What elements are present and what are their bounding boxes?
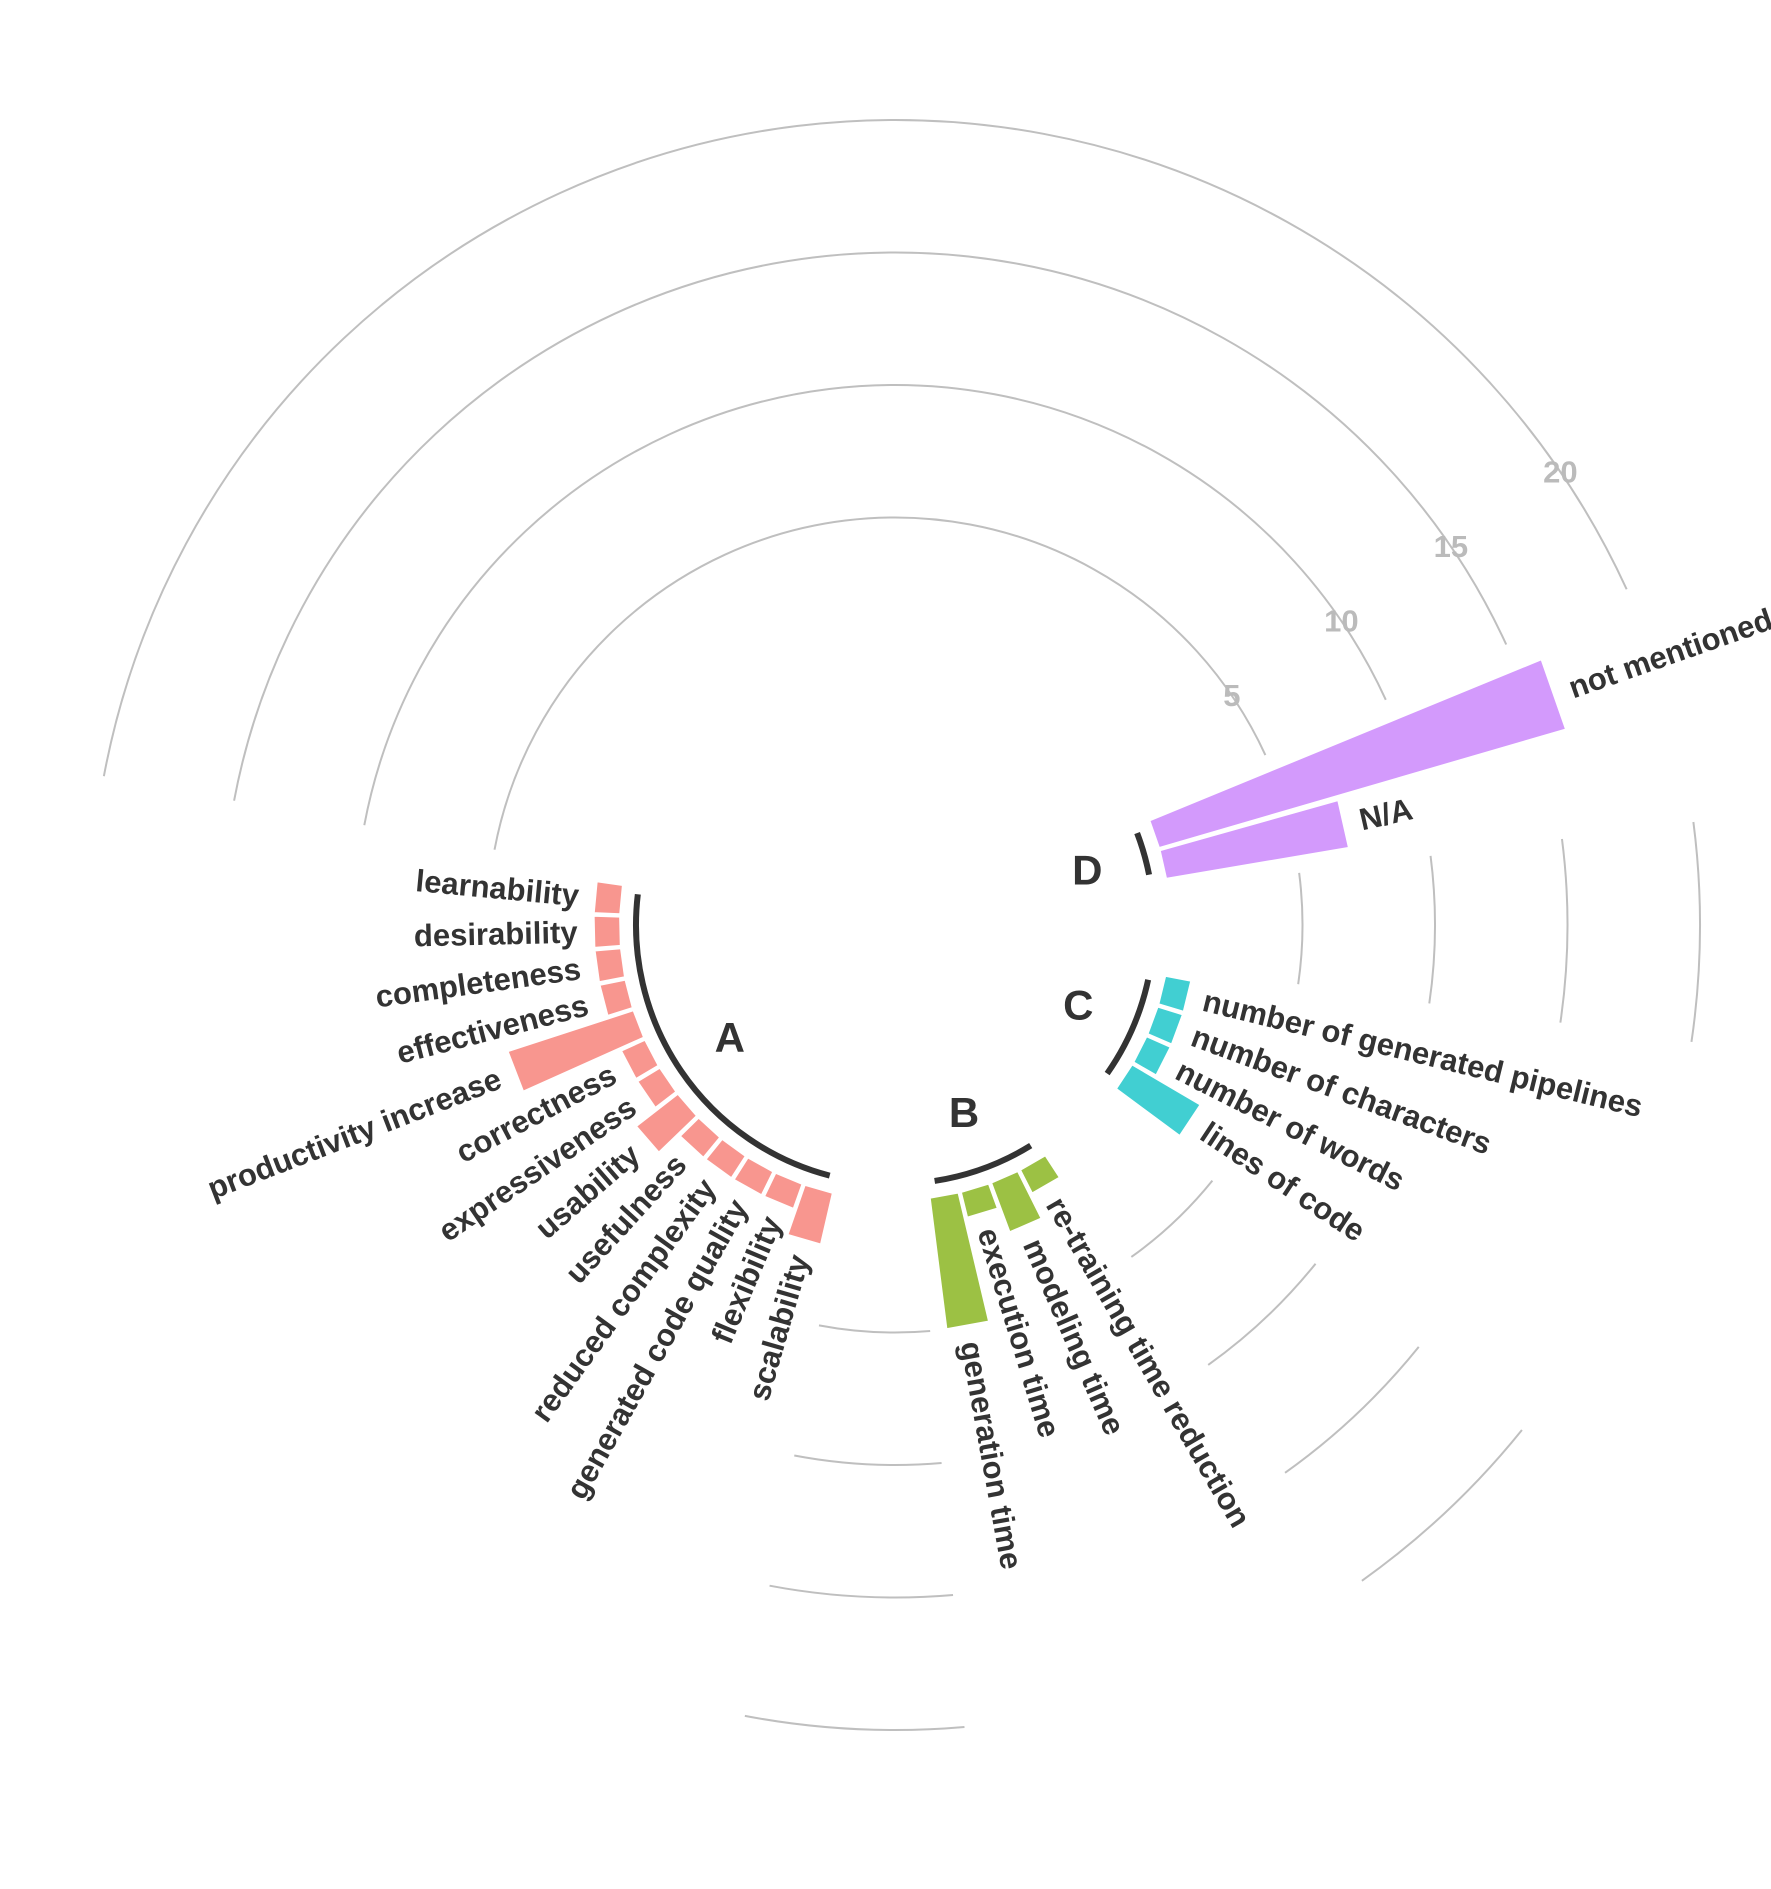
- bar: [1114, 1063, 1203, 1138]
- radial-tick-label: 15: [1434, 529, 1468, 564]
- grid-arc: [1297, 872, 1304, 985]
- group-arc: [934, 1143, 1033, 1184]
- grid-arc: [744, 1714, 965, 1731]
- grid-arc: [1559, 838, 1569, 1023]
- bar: [592, 914, 622, 949]
- grid-arc: [794, 1454, 942, 1466]
- bar: [1148, 657, 1568, 850]
- bar-label: learnability: [414, 863, 581, 913]
- grid-arc: [493, 516, 1267, 850]
- group-arc: [1104, 979, 1152, 1076]
- bar: [506, 1008, 646, 1094]
- bar-label: N/A: [1356, 791, 1416, 837]
- radial-tick-labels: 5 10 15 20: [1223, 454, 1577, 713]
- bar: [959, 1182, 1000, 1219]
- grid-arc: [1361, 1429, 1523, 1582]
- grid-arc: [233, 251, 1508, 801]
- bar: [1018, 1153, 1062, 1195]
- bar: [598, 978, 635, 1018]
- bar: [635, 1066, 678, 1110]
- bar: [678, 1116, 722, 1160]
- grid-arc: [1284, 1346, 1420, 1474]
- grid-arc: [1690, 821, 1701, 1043]
- bar-labels: learnabilitydesirabilitycompletenesseffe…: [203, 602, 1771, 1572]
- group-label: D: [1072, 846, 1102, 893]
- grid-arc: [363, 383, 1387, 826]
- bar: [592, 880, 625, 916]
- bar: [1146, 1005, 1185, 1046]
- grid-arc: [818, 1324, 931, 1334]
- bar: [704, 1137, 748, 1180]
- radial-tick-label: 20: [1543, 454, 1577, 489]
- radial-tick-label: 10: [1324, 604, 1358, 639]
- bar: [1131, 1034, 1173, 1077]
- bar-label: not mentioned: [1564, 602, 1771, 706]
- grid-lines: [102, 119, 1701, 1731]
- group-arc: [633, 893, 831, 1179]
- grid-arc: [102, 119, 1628, 777]
- bar-label: desirability: [414, 915, 579, 954]
- bar: [928, 1191, 991, 1331]
- bar: [1158, 798, 1351, 881]
- radial-tick-label: 5: [1223, 678, 1240, 713]
- grid-arc: [1130, 1179, 1214, 1258]
- group-label: B: [949, 1089, 979, 1136]
- group-label: C: [1063, 982, 1093, 1029]
- bar: [634, 1092, 699, 1155]
- bar: [593, 947, 627, 984]
- group-arcs: A B C D: [633, 831, 1153, 1184]
- bars: [506, 657, 1568, 1331]
- bar: [762, 1171, 804, 1211]
- bar: [989, 1169, 1043, 1234]
- bar: [786, 1183, 835, 1246]
- bar: [619, 1038, 660, 1081]
- bar: [732, 1155, 775, 1197]
- grid-arc: [1428, 855, 1436, 1004]
- group-label: A: [715, 1014, 745, 1061]
- bar: [1157, 974, 1193, 1014]
- grid-arc: [1207, 1263, 1317, 1366]
- group-arc: [1134, 831, 1153, 876]
- grid-arc: [769, 1584, 954, 1599]
